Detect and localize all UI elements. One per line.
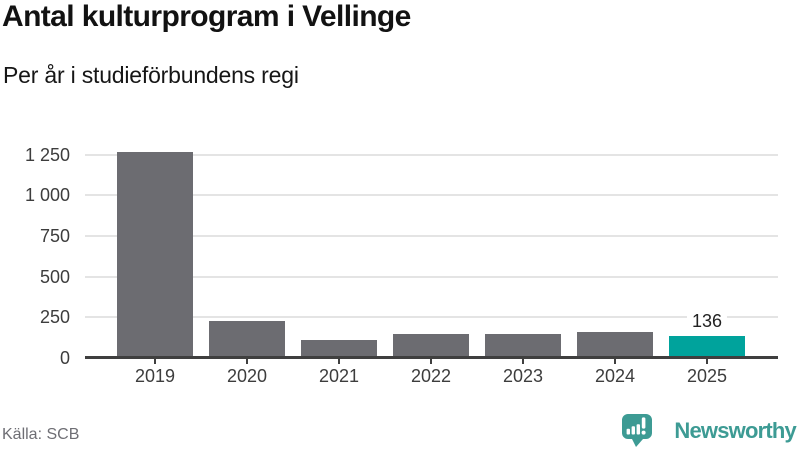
y-axis: 0 250 500 750 1 000 1 250 [0, 144, 70, 368]
bar-2020 [209, 320, 285, 358]
x-tick-label: 2022 [410, 366, 452, 386]
x-tick-label: 2023 [502, 366, 544, 386]
newsworthy-chart-bubble-icon [622, 414, 653, 447]
gridline-750 [85, 234, 778, 237]
x-tick [706, 359, 708, 364]
y-tick-label: 750 [39, 225, 70, 246]
gridline-1000 [85, 194, 778, 197]
newsworthy-wordmark: Newsworthy [674, 417, 796, 443]
chart-subtitle: Per år i studieförbundens regi [3, 62, 299, 88]
bar-2021 [301, 340, 377, 358]
x-axis-line [85, 356, 778, 359]
bar-2025 [669, 335, 745, 358]
x-tick-label: 2020 [226, 366, 268, 386]
gridline-500 [85, 275, 778, 278]
x-tick-label: 2019 [134, 366, 176, 386]
gridline-1250 [85, 153, 778, 156]
x-tick [154, 359, 156, 364]
chart-title: Antal kulturprogram i Vellinge [2, 0, 411, 33]
x-tick [430, 359, 432, 364]
y-tick-label: 1 000 [24, 185, 70, 206]
source-label: Källa: SCB [2, 426, 80, 443]
x-tick [522, 359, 524, 364]
plot-area: 136 [85, 145, 778, 358]
newsworthy-logo[interactable]: Newsworthy [622, 414, 797, 447]
bar-2023 [485, 334, 561, 358]
x-tick [338, 359, 340, 364]
bar-2022 [393, 334, 469, 358]
x-tick-label: 2021 [318, 366, 360, 386]
x-tick [246, 359, 248, 364]
x-tick-label: 2024 [594, 366, 636, 386]
bar-2019 [117, 152, 193, 358]
x-tick [614, 359, 616, 364]
bar-2024 [577, 331, 653, 358]
y-tick-label: 500 [39, 266, 70, 287]
x-axis: 2019 2020 2021 2022 2023 2024 2025 [85, 359, 778, 399]
value-label: 136 [686, 310, 728, 332]
x-tick-label: 2025 [686, 366, 728, 386]
y-tick-label: 250 [39, 307, 70, 328]
gridline-250 [85, 316, 778, 319]
y-tick-label: 0 [59, 348, 70, 368]
y-tick-label: 1 250 [24, 144, 70, 165]
